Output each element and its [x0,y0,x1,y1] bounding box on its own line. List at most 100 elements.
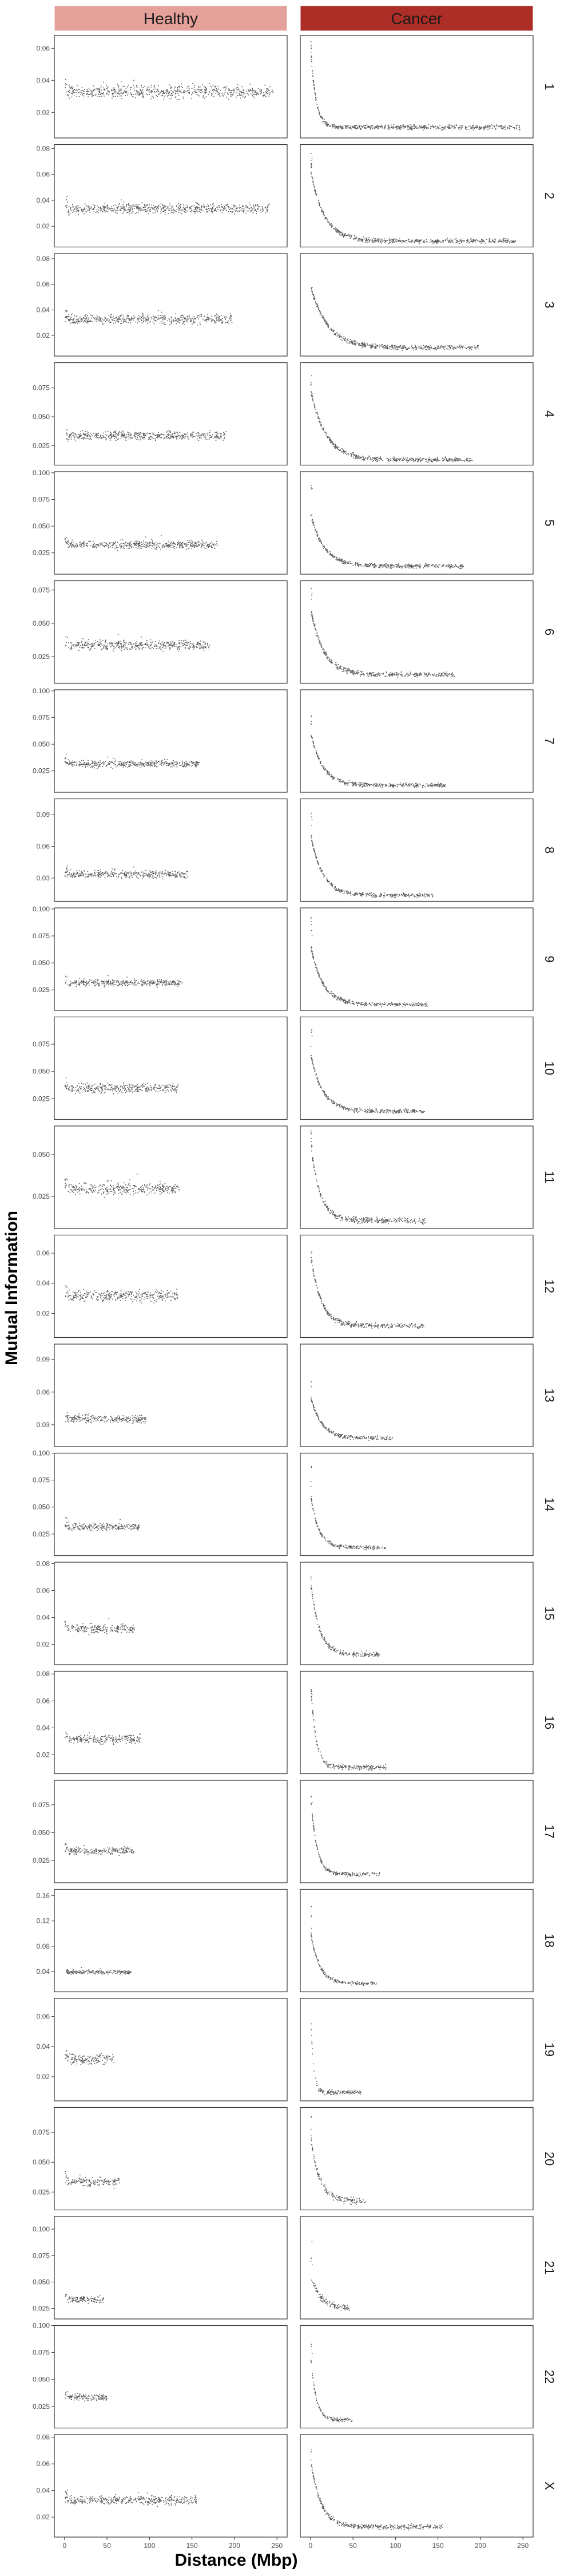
point [154,90,155,92]
point [118,317,120,318]
point [189,317,190,319]
point [117,84,118,85]
point [130,205,132,207]
point [81,90,82,91]
point [319,538,320,539]
point [370,458,371,460]
point [130,546,132,548]
point [368,564,369,565]
point [98,318,100,320]
point [149,204,150,206]
point [93,208,94,210]
point [65,541,66,542]
point [196,207,198,208]
point [138,546,140,547]
point [144,433,145,434]
point [230,92,232,94]
point [237,95,239,96]
point [126,212,128,214]
point [371,346,372,348]
point [73,438,75,440]
point [414,242,415,243]
point [81,546,82,548]
point [204,86,205,88]
point [86,205,88,206]
point [106,544,108,545]
point [117,208,118,209]
point [87,436,89,437]
point [172,93,173,94]
point [340,335,341,337]
point [167,434,168,435]
point [313,295,315,297]
point [323,121,324,122]
point [187,318,189,319]
point [108,90,109,92]
point [183,321,185,322]
point [316,531,317,532]
point [456,346,458,347]
point [446,458,447,459]
point [382,238,383,240]
point [427,127,428,128]
point [133,319,134,321]
point [179,546,181,547]
point [459,125,461,127]
point [72,207,74,208]
point [355,343,356,345]
point [211,436,212,438]
point [337,125,339,127]
point [134,437,136,439]
point [327,122,328,124]
point [404,346,406,347]
point [391,346,392,347]
point [170,434,172,436]
point [330,442,332,444]
point [150,317,152,318]
point [85,314,86,315]
point [146,90,148,92]
point [136,544,137,546]
point [223,210,224,212]
point [319,310,320,311]
point [188,542,189,543]
point [488,240,490,242]
point [159,322,161,324]
data-points [311,287,479,351]
point [162,90,164,92]
point [396,126,398,127]
point [130,546,132,547]
point [179,322,180,323]
point [167,92,169,93]
point [135,97,136,98]
point [337,127,338,128]
point [392,460,394,461]
point [345,337,346,339]
point [108,545,109,547]
point [74,89,75,90]
point [211,319,213,321]
point [257,93,259,94]
point [356,238,357,239]
point [236,210,237,211]
point [495,125,497,127]
point [375,241,377,242]
point [178,437,180,439]
point [341,128,342,130]
point [210,95,212,97]
point [353,343,354,345]
point [325,122,327,123]
point [100,94,101,96]
point [431,347,432,349]
point [316,193,317,195]
point [406,459,408,460]
point [486,239,487,240]
point [136,542,137,544]
point [344,451,345,452]
point [174,317,176,318]
point [235,211,236,212]
point [84,434,85,436]
point [436,460,438,461]
point [150,542,151,544]
point [138,94,140,95]
